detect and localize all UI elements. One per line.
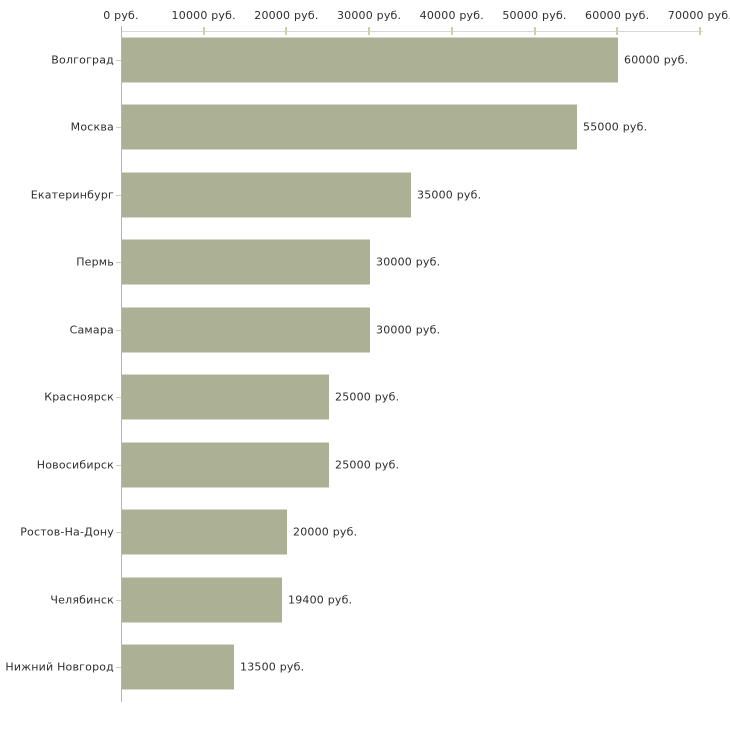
x-tick-label: 30000 руб. [336, 9, 402, 22]
x-tick-label: 40000 руб. [419, 9, 484, 22]
x-tick-mark [698, 27, 701, 35]
bar-row: Челябинск 19400 руб. [0, 566, 730, 634]
y-axis-line [121, 26, 122, 702]
y-tick-mark [116, 194, 121, 196]
bar-value-label: 30000 руб. [376, 255, 441, 269]
bar [122, 104, 577, 150]
bar-row: Новосибирск 25000 руб. [0, 431, 730, 499]
bar-row: Красноярск 25000 руб. [0, 364, 730, 432]
x-tick-mark [202, 27, 205, 35]
bar [122, 307, 370, 353]
bar-row: Ростов-На-Дону 20000 руб. [0, 499, 730, 567]
bar-value-label: 25000 руб. [335, 390, 400, 404]
category-label: Нижний Новгород [5, 660, 114, 674]
bar [122, 644, 234, 690]
x-tick-label: 20000 руб. [254, 9, 319, 22]
bar [122, 172, 411, 218]
bar [122, 577, 282, 623]
x-tick-mark [616, 27, 619, 35]
y-tick-mark [116, 532, 121, 534]
x-tick-mark [285, 27, 288, 35]
category-label: Пермь [76, 255, 114, 269]
category-label: Самара [69, 323, 114, 337]
x-tick-label: 50000 руб. [502, 9, 567, 22]
y-tick-mark [116, 127, 121, 129]
x-tick-label: 70000 руб. [667, 9, 730, 22]
bar-value-label: 13500 руб. [240, 660, 305, 674]
bar [122, 37, 618, 83]
bar-value-label: 35000 руб. [417, 188, 482, 202]
bar-value-label: 60000 руб. [624, 53, 689, 67]
bar [122, 509, 287, 555]
category-label: Красноярск [44, 390, 114, 404]
bar-value-label: 19400 руб. [288, 593, 353, 607]
bar [122, 239, 370, 285]
x-tick-mark [450, 27, 453, 35]
y-tick-mark [116, 397, 121, 399]
x-tick-label: 60000 руб. [585, 9, 650, 22]
y-tick-mark [116, 464, 121, 466]
bar-value-label: 55000 руб. [583, 120, 648, 134]
x-tick-mark [368, 27, 371, 35]
x-tick-label: 0 руб. [103, 9, 139, 22]
bar-row: Волгоград 60000 руб. [0, 26, 730, 94]
bar [122, 374, 329, 420]
y-tick-mark [116, 667, 121, 669]
category-label: Екатеринбург [30, 188, 114, 202]
bar-row: Москва 55000 руб. [0, 94, 730, 162]
y-tick-mark [116, 599, 121, 601]
y-tick-mark [116, 59, 121, 61]
bar-row: Пермь 30000 руб. [0, 229, 730, 297]
y-tick-mark [116, 262, 121, 264]
bar [122, 442, 329, 488]
bar-value-label: 25000 руб. [335, 458, 400, 472]
category-label: Волгоград [51, 53, 114, 67]
category-label: Москва [70, 120, 114, 134]
bar-row: Екатеринбург 35000 руб. [0, 161, 730, 229]
bar-value-label: 20000 руб. [293, 525, 358, 539]
bar-value-label: 30000 руб. [376, 323, 441, 337]
category-label: Ростов-На-Дону [20, 525, 114, 539]
bar-row: Нижний Новгород 13500 руб. [0, 634, 730, 702]
y-tick-mark [116, 329, 121, 331]
x-tick-label: 10000 руб. [171, 9, 236, 22]
category-label: Новосибирск [36, 458, 114, 472]
x-tick-mark [533, 27, 536, 35]
bar-row: Самара 30000 руб. [0, 296, 730, 364]
category-label: Челябинск [50, 593, 114, 607]
x-axis-line [121, 31, 703, 32]
